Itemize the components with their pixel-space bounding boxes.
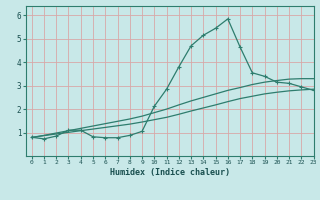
X-axis label: Humidex (Indice chaleur): Humidex (Indice chaleur) — [109, 168, 230, 177]
